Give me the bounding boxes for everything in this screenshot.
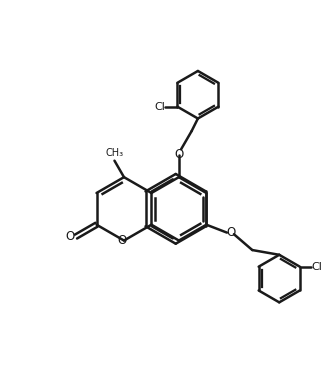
Text: Cl: Cl (312, 262, 323, 272)
Text: O: O (226, 226, 235, 239)
Text: O: O (174, 149, 183, 161)
Text: CH₃: CH₃ (105, 148, 123, 158)
Text: O: O (66, 230, 75, 243)
Text: Cl: Cl (154, 102, 165, 112)
Text: O: O (118, 234, 127, 247)
